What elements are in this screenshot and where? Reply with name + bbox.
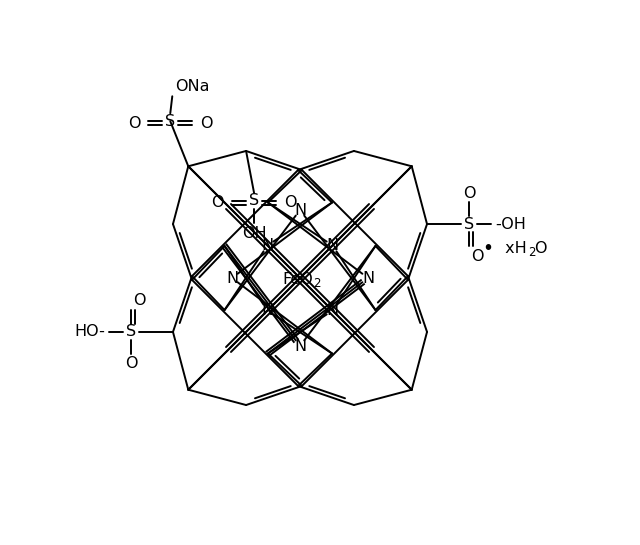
Text: N: N [226, 270, 238, 286]
Text: -OH: -OH [495, 216, 526, 232]
Text: N: N [261, 303, 273, 318]
Text: O: O [284, 196, 296, 210]
Text: S: S [165, 114, 175, 129]
Text: S: S [126, 324, 136, 340]
Text: N: N [326, 238, 339, 253]
Text: O: O [128, 116, 140, 131]
Text: O: O [133, 293, 145, 308]
Text: N: N [261, 238, 273, 253]
Text: 2: 2 [528, 245, 536, 258]
Text: ONa: ONa [175, 79, 210, 94]
Text: O: O [534, 240, 547, 256]
Text: O: O [200, 116, 212, 131]
Text: N: N [326, 303, 339, 318]
Text: O: O [463, 186, 476, 201]
Text: OH: OH [242, 227, 266, 241]
Text: •: • [483, 239, 493, 257]
Text: O: O [471, 249, 484, 264]
Text: S: S [249, 193, 259, 209]
Text: O: O [212, 196, 224, 210]
Text: O: O [125, 356, 137, 372]
Text: N: N [362, 270, 374, 286]
Text: FeO: FeO [283, 271, 314, 287]
Text: xH: xH [500, 240, 527, 256]
Text: N: N [294, 338, 306, 354]
Text: 2: 2 [313, 276, 321, 289]
Text: HO-: HO- [74, 324, 105, 340]
Text: S: S [464, 216, 474, 232]
Text: N: N [294, 203, 306, 217]
